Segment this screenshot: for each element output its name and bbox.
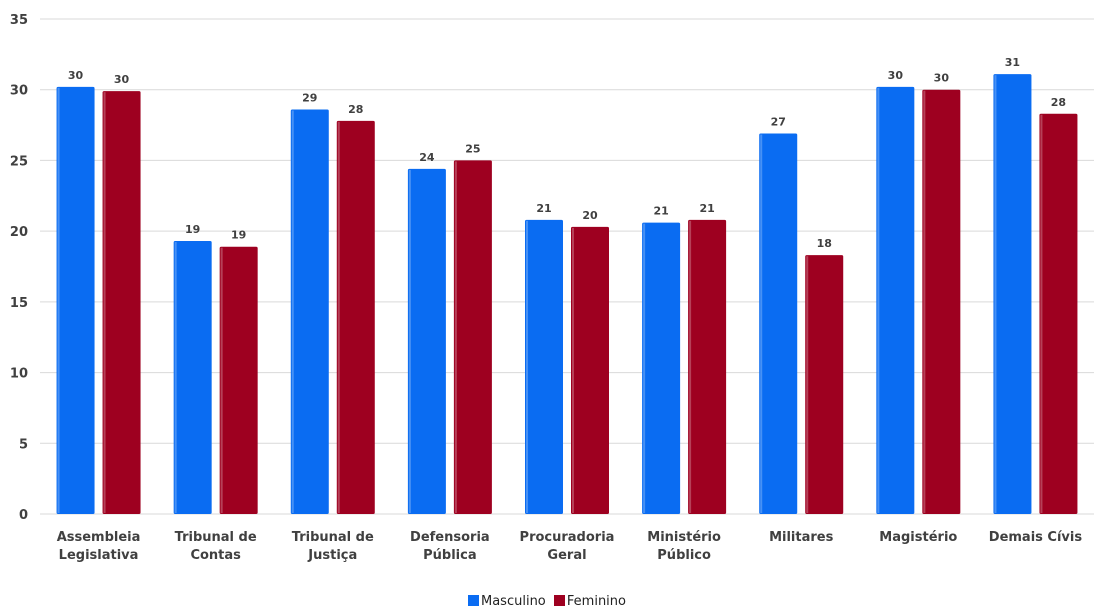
bar-highlight <box>572 227 574 513</box>
data-label-feminino: 18 <box>817 237 832 250</box>
legend-label-feminino: Feminino <box>566 594 626 609</box>
legend-item-masculino: Masculino <box>468 594 546 609</box>
legend-swatch-masculino <box>468 595 479 606</box>
y-tick-label: 30 <box>10 84 28 99</box>
x-tick-label: Defensoria <box>410 530 490 545</box>
bar-highlight <box>408 169 411 513</box>
bar-feminino-0 <box>102 91 141 514</box>
y-tick-label: 35 <box>10 13 28 28</box>
bar-masculino-7 <box>876 86 915 514</box>
bar-highlight <box>454 161 457 513</box>
bar-feminino-5 <box>688 219 727 515</box>
data-label-masculino: 21 <box>536 202 551 215</box>
bar-highlight <box>994 75 997 514</box>
bar-masculino-2 <box>290 109 329 514</box>
y-tick-label: 20 <box>10 225 28 240</box>
y-tick-label: 0 <box>19 508 28 523</box>
gridlines <box>40 18 1094 515</box>
bar-highlight <box>923 90 926 513</box>
legend-label-masculino: Masculino <box>481 594 546 609</box>
bar-feminino-6 <box>805 255 844 514</box>
bar-masculino-6 <box>759 133 798 515</box>
bar-masculino-5 <box>642 222 681 514</box>
bar-masculino-4 <box>525 219 563 515</box>
bar-feminino-2 <box>336 120 375 514</box>
bar-highlight <box>760 134 763 514</box>
data-label-masculino: 27 <box>771 116 786 129</box>
bar-highlight <box>220 247 223 513</box>
x-tick-label: Geral <box>547 548 586 563</box>
data-label-feminino: 21 <box>699 202 714 215</box>
y-tick-label: 15 <box>10 296 28 311</box>
y-axis: 0 5 10 15 20 25 30 35 <box>10 13 28 523</box>
x-tick-label: Militares <box>769 530 834 545</box>
bar-highlight <box>877 87 880 513</box>
data-labels: 30 30 19 19 29 28 24 25 21 20 21 21 27 18 30 30 31 28 <box>68 56 1066 250</box>
bar-highlight <box>174 242 177 514</box>
bar-highlight <box>526 220 528 514</box>
x-tick-label: Ministério <box>647 530 721 545</box>
bar-highlight <box>103 92 106 513</box>
data-label-feminino: 30 <box>934 72 950 85</box>
x-tick-label: Demais Cívis <box>989 530 1083 545</box>
x-tick-label: Magistério <box>879 530 957 545</box>
data-label-masculino: 30 <box>68 69 84 82</box>
data-label-masculino: 24 <box>419 151 435 164</box>
bar-highlight <box>291 110 294 513</box>
x-tick-label: Público <box>657 548 711 563</box>
data-label-feminino: 20 <box>582 209 598 222</box>
bar-highlight <box>643 223 646 513</box>
bar-highlight <box>337 121 340 513</box>
x-tick-label: Pública <box>423 548 476 563</box>
data-label-masculino: 21 <box>653 205 668 218</box>
y-tick-label: 5 <box>19 437 28 452</box>
bar-masculino-0 <box>56 86 95 514</box>
y-tick-label: 25 <box>10 154 28 169</box>
y-tick-label: 10 <box>10 367 28 382</box>
legend-swatch-feminino <box>553 595 565 606</box>
x-tick-label: Legislativa <box>59 548 139 563</box>
bars <box>56 74 1078 515</box>
bar-feminino-8 <box>1039 113 1078 514</box>
x-tick-label: Justiça <box>307 548 357 563</box>
data-label-masculino: 29 <box>302 92 317 105</box>
data-label-feminino: 19 <box>231 229 246 242</box>
data-label-feminino: 25 <box>465 142 480 155</box>
legend-item-feminino: Feminino <box>553 594 626 609</box>
bar-highlight <box>57 87 60 513</box>
data-label-masculino: 31 <box>1005 56 1020 69</box>
bar-highlight <box>689 220 692 514</box>
data-label-feminino: 28 <box>1051 96 1066 109</box>
bar-feminino-3 <box>453 160 492 514</box>
bar-highlight <box>806 256 809 513</box>
bar-masculino-1 <box>173 241 212 515</box>
data-label-masculino: 30 <box>888 69 904 82</box>
x-tick-label: Assembleia <box>57 530 141 545</box>
x-tick-label: Tribunal de <box>292 530 374 545</box>
bar-masculino-8 <box>993 74 1032 515</box>
legend: Masculino Feminino <box>0 594 1094 609</box>
bar-feminino-1 <box>219 246 258 514</box>
bar-masculino-3 <box>407 168 446 514</box>
data-label-masculino: 19 <box>185 223 200 236</box>
bar-feminino-7 <box>922 89 961 514</box>
x-tick-label: Contas <box>190 548 241 563</box>
x-tick-label: Procuradoria <box>520 530 615 545</box>
bar-highlight <box>1040 114 1043 513</box>
data-label-feminino: 30 <box>114 73 130 86</box>
bar-chart: 0 5 10 15 20 25 30 35 30 30 19 19 29 28 24 25 21 20 21 21 2… <box>10 13 1094 563</box>
bar-feminino-4 <box>571 226 609 514</box>
x-tick-label: Tribunal de <box>175 530 257 545</box>
data-label-feminino: 28 <box>348 103 363 116</box>
x-axis: Assembleia Legislativa Tribunal de Contas Tr… <box>57 530 1083 563</box>
